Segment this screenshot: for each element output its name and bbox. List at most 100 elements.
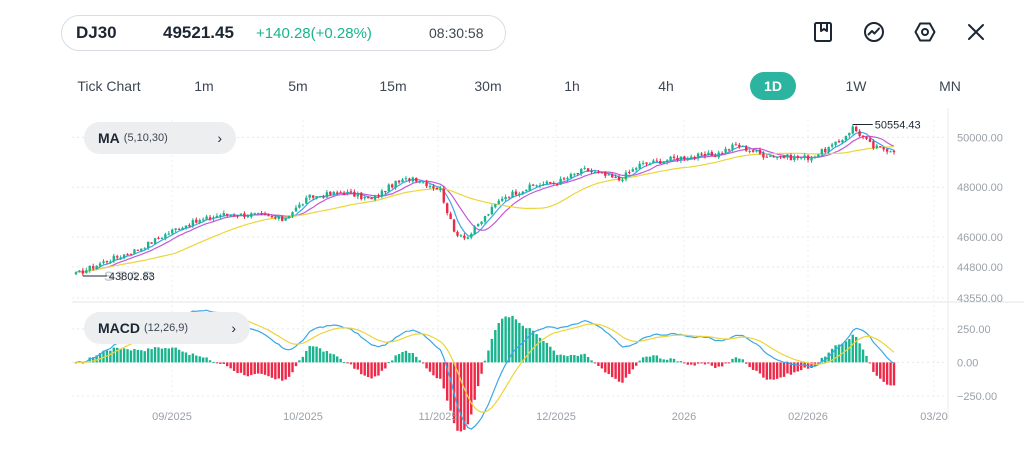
macd-histogram-bar (810, 362, 813, 368)
macd-histogram-bar (205, 357, 208, 363)
macd-histogram-bar (116, 347, 119, 363)
macd-histogram-bar (401, 352, 404, 363)
candle-body (555, 184, 559, 186)
candle-body (298, 204, 301, 208)
macd-histogram-bar (552, 350, 555, 363)
time-axis-label: 02/2026 (788, 411, 828, 423)
candle-body (463, 235, 466, 239)
macd-histogram-bar (779, 362, 782, 378)
candle-body (346, 191, 349, 194)
candle-body (652, 160, 655, 164)
macd-histogram-bar (727, 362, 731, 364)
candle-body (635, 168, 638, 170)
macd-histogram-bar (332, 354, 335, 363)
bookmark-icon[interactable] (811, 20, 835, 44)
tab-15m[interactable]: 15m (379, 78, 407, 94)
macd-histogram-bar (635, 362, 638, 366)
candle-body (339, 192, 342, 194)
candle-body (205, 216, 208, 220)
macd-histogram-bar (366, 362, 370, 378)
candle-body (865, 136, 868, 139)
macd-histogram-bar (459, 362, 463, 432)
candle-body (782, 155, 786, 158)
macd-histogram-bar (428, 362, 432, 372)
macd-histogram-bar (758, 362, 762, 374)
candle-body (892, 150, 896, 153)
macd-histogram-bar (693, 362, 696, 366)
macd-histogram-bar (662, 359, 665, 363)
candle-body (380, 190, 384, 197)
macd-histogram-bar (112, 347, 116, 363)
candle-body (360, 192, 363, 200)
candle-body (246, 216, 250, 218)
tab-4h[interactable]: 4h (658, 78, 674, 94)
macd-histogram-bar (806, 362, 810, 369)
macd-histogram-bar (88, 357, 91, 363)
candle-body (133, 249, 136, 255)
macd-indicator-pill[interactable]: MACD (12,26,9) › (84, 312, 250, 344)
macd-histogram-bar (604, 362, 607, 373)
low-label: 43802.83 (109, 271, 155, 283)
candle-body (129, 253, 133, 255)
candle-body (305, 197, 308, 204)
candle-body (256, 212, 260, 214)
macd-histogram-bar (555, 354, 559, 363)
candle-body (349, 191, 353, 193)
tab-tick-chart[interactable]: Tick Chart (77, 78, 141, 94)
candle-body (418, 181, 421, 183)
candle-body (566, 177, 569, 180)
macd-histogram-bar (308, 346, 311, 363)
macd-histogram-bar (291, 362, 294, 373)
macd-histogram-bar (748, 362, 751, 368)
macd-histogram-bar (456, 362, 459, 431)
macd-histogram-bar (580, 354, 583, 363)
tab-1d[interactable]: 1D (750, 72, 796, 100)
quote-time: 08:30:58 (429, 25, 484, 41)
trend-icon[interactable] (862, 20, 886, 44)
candle-body (769, 155, 772, 157)
macd-histogram-bar (219, 362, 222, 364)
macd-histogram-bar (600, 362, 604, 369)
tab-1h[interactable]: 1h (564, 78, 580, 94)
candle-body (432, 186, 435, 189)
candle-body (511, 191, 514, 198)
tab-1w[interactable]: 1W (845, 78, 867, 94)
macd-histogram-bar (872, 362, 875, 372)
macd-histogram-bar (418, 360, 421, 363)
macd-histogram-bar (229, 362, 232, 369)
macd-histogram-bar (610, 362, 614, 378)
candle-body (476, 223, 480, 227)
candle-body (738, 144, 741, 147)
macd-histogram-bar (346, 362, 349, 364)
macd-histogram-bar (494, 330, 497, 363)
macd-histogram-bar (617, 362, 621, 382)
tab-30m[interactable]: 30m (474, 78, 502, 94)
candle-body (136, 249, 140, 251)
macd-histogram-bar (294, 362, 298, 367)
macd-histogram-bar (799, 362, 803, 371)
macd-histogram-bar (274, 362, 277, 380)
candle-body (538, 185, 542, 187)
settings-icon[interactable] (913, 20, 937, 44)
candle-body (734, 144, 738, 146)
candle-body (580, 169, 583, 174)
ma-indicator-pill[interactable]: MA (5,10,30) › (84, 122, 236, 154)
candle-body (820, 149, 824, 155)
candle-body (174, 228, 177, 230)
candle-body (415, 177, 418, 182)
macd-histogram-bar (143, 351, 146, 363)
macd-histogram-bar (669, 358, 672, 363)
tab-1m[interactable]: 1m (194, 78, 214, 94)
macd-histogram-bar (841, 343, 844, 363)
candle-body (793, 156, 796, 160)
macd-histogram-bar (683, 362, 686, 364)
tab-mn[interactable]: MN (939, 78, 961, 94)
close-icon[interactable] (964, 20, 988, 44)
tab-5m[interactable]: 5m (288, 78, 308, 94)
candle-body (497, 200, 500, 204)
candle-body (714, 155, 717, 157)
candle-body (116, 256, 119, 258)
macd-histogram-bar (875, 362, 879, 376)
time-axis-label: 03/20 (920, 411, 948, 423)
macd-histogram-bar (384, 362, 387, 369)
